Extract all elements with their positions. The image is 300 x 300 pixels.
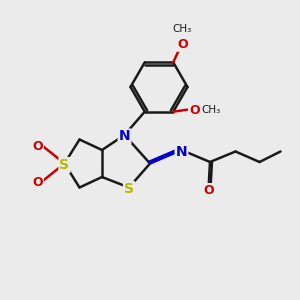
Text: CH₃: CH₃ <box>201 105 220 115</box>
Text: O: O <box>203 184 214 197</box>
Text: O: O <box>32 176 43 190</box>
Text: O: O <box>189 104 200 117</box>
Text: N: N <box>176 145 187 158</box>
Text: S: S <box>59 158 70 172</box>
Text: O: O <box>177 38 188 51</box>
Text: O: O <box>32 140 43 154</box>
Text: N: N <box>119 130 130 143</box>
Text: S: S <box>124 182 134 196</box>
Text: CH₃: CH₃ <box>172 24 192 34</box>
